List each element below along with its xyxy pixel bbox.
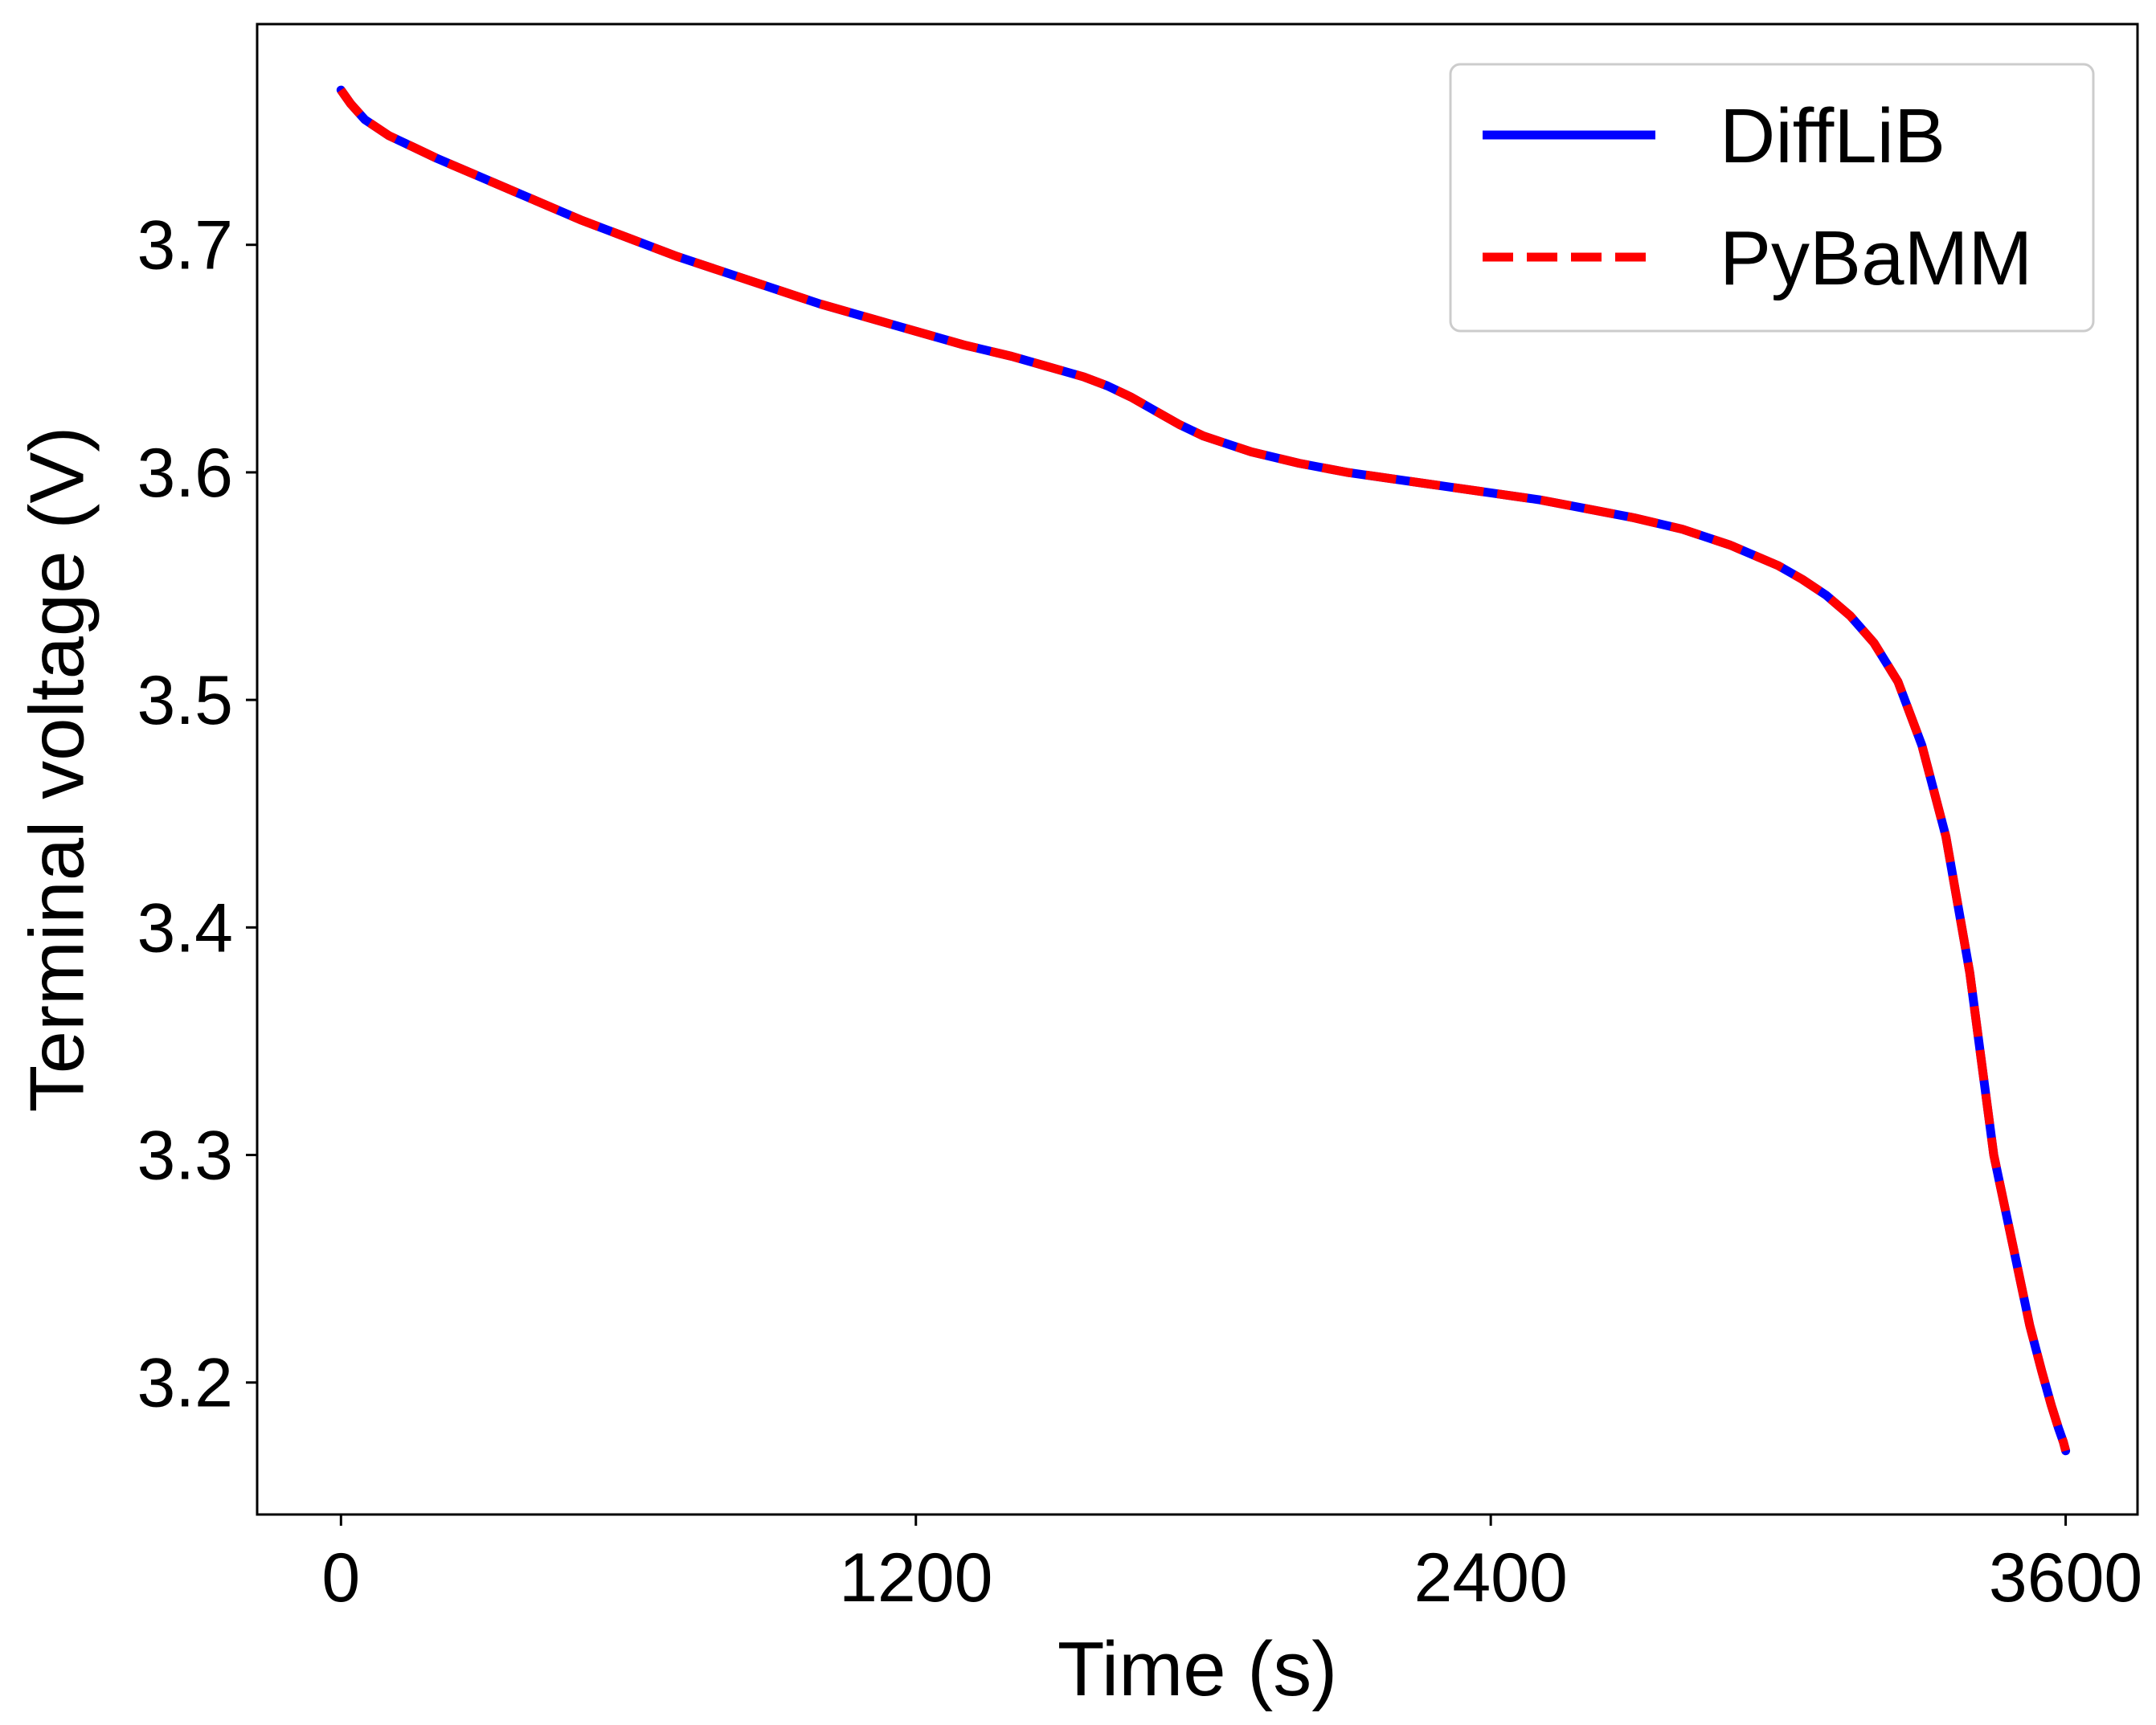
y-axis-title: Terminal voltage (V) — [14, 427, 100, 1113]
series-layer — [336, 85, 2071, 1456]
ticks-layer: 0 1200 2400 3600 3.2 3.3 3.4 3.5 3.6 3.7 — [137, 207, 2142, 1617]
y-tick-label: 3.2 — [137, 1345, 233, 1422]
x-tick-label: 1200 — [839, 1539, 992, 1617]
x-axis-title: Time (s) — [1058, 1626, 1337, 1712]
x-tick-label: 3600 — [1989, 1539, 2142, 1617]
y-tick-label: 3.5 — [137, 662, 233, 739]
x-tick-label: 0 — [321, 1539, 360, 1617]
y-tick-label: 3.4 — [137, 889, 233, 967]
legend-label-difflib: DiffLiB — [1720, 93, 1945, 179]
plot-frame — [256, 22, 2139, 1516]
series-line-pybamm — [337, 87, 2070, 1453]
y-tick-label: 3.7 — [137, 207, 233, 284]
legend-label-pybamm: PyBaMM — [1720, 215, 2032, 301]
y-tick-label: 3.3 — [137, 1118, 233, 1195]
y-tick-label: 3.6 — [137, 435, 233, 512]
legend: DiffLiB PyBaMM — [1449, 63, 2095, 333]
x-tick-label: 2400 — [1413, 1539, 1567, 1617]
